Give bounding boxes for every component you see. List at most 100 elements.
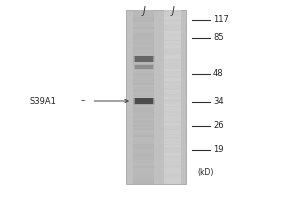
Bar (134, 116, 154, 118)
Bar (164, 181, 181, 182)
Bar (164, 158, 181, 160)
Bar (134, 56, 154, 62)
Bar (164, 57, 181, 59)
Bar (134, 146, 154, 147)
Bar (134, 165, 154, 167)
Bar (134, 114, 154, 116)
Bar (134, 87, 154, 88)
Bar (164, 74, 181, 76)
Bar (134, 144, 154, 146)
Bar (164, 111, 181, 113)
Bar (134, 33, 154, 34)
Bar (164, 36, 181, 38)
Bar (164, 66, 181, 67)
Bar (164, 113, 181, 114)
Bar (164, 50, 181, 52)
Bar (134, 134, 154, 135)
Text: 26: 26 (213, 121, 224, 130)
Bar (134, 142, 154, 144)
Bar (164, 64, 181, 66)
Bar (164, 175, 181, 177)
Bar (134, 24, 154, 26)
Bar (164, 104, 181, 106)
Bar (134, 64, 154, 66)
Bar (164, 168, 181, 170)
Bar (134, 67, 154, 69)
Bar (134, 57, 154, 59)
Bar (164, 147, 181, 149)
Bar (134, 38, 154, 40)
Bar (134, 36, 154, 38)
Bar (164, 116, 181, 118)
Bar (134, 147, 154, 149)
Bar (134, 175, 154, 177)
Bar (134, 83, 154, 85)
Text: 48: 48 (213, 70, 224, 78)
Bar (134, 65, 154, 69)
Bar (134, 92, 154, 94)
Bar (134, 111, 154, 113)
Bar (164, 26, 181, 27)
Bar (164, 15, 181, 17)
Bar (134, 127, 154, 128)
Bar (134, 182, 154, 184)
Bar (134, 19, 154, 20)
Bar (164, 141, 181, 142)
Text: J: J (142, 6, 146, 16)
Bar (164, 102, 181, 104)
Bar (134, 98, 153, 104)
Bar (134, 80, 154, 81)
Bar (164, 19, 181, 20)
Bar (134, 50, 154, 52)
Bar (134, 161, 154, 163)
Bar (134, 76, 154, 78)
Bar (164, 95, 181, 97)
Bar (164, 47, 181, 48)
Bar (134, 109, 154, 111)
Bar (134, 99, 154, 100)
Bar (164, 94, 181, 95)
Bar (134, 177, 154, 179)
Bar (134, 158, 154, 160)
Bar (164, 149, 181, 151)
Bar (164, 59, 181, 60)
Bar (134, 132, 154, 134)
Bar (164, 127, 181, 128)
Text: S39A1: S39A1 (30, 97, 57, 106)
Bar (134, 120, 154, 121)
Bar (126, 10, 186, 184)
Bar (164, 17, 181, 19)
Bar (135, 65, 153, 69)
Bar (164, 137, 181, 139)
Bar (134, 55, 154, 57)
Bar (134, 160, 154, 161)
Bar (164, 38, 181, 40)
Bar (164, 163, 181, 165)
Bar (134, 98, 154, 104)
Bar (134, 10, 154, 12)
Bar (134, 98, 154, 104)
Bar (164, 134, 181, 135)
Bar (134, 153, 154, 154)
Bar (164, 142, 181, 144)
Bar (134, 121, 154, 123)
Bar (134, 78, 154, 80)
Bar (134, 62, 154, 64)
Bar (134, 43, 154, 45)
Bar (134, 118, 154, 120)
Bar (164, 153, 181, 154)
Text: 117: 117 (213, 16, 229, 24)
Bar (134, 179, 154, 181)
Bar (134, 34, 154, 36)
Bar (164, 43, 181, 45)
Bar (164, 161, 181, 163)
Bar (164, 31, 181, 33)
Bar (164, 114, 181, 116)
Bar (164, 24, 181, 26)
Bar (134, 60, 154, 62)
Bar (164, 167, 181, 168)
Bar (164, 146, 181, 147)
Bar (134, 13, 154, 15)
Bar (134, 40, 154, 41)
Bar (164, 78, 181, 80)
